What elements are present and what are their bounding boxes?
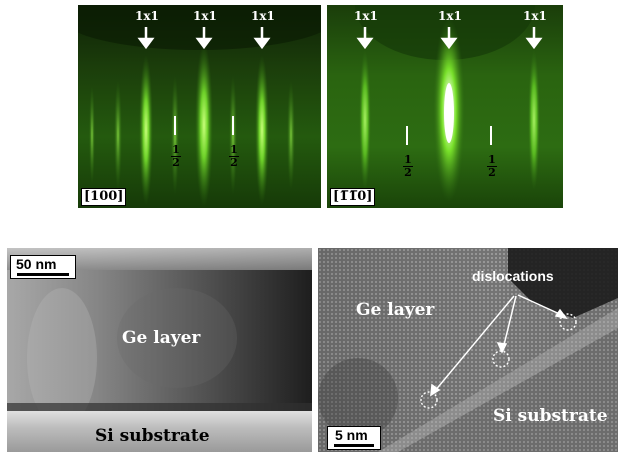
rheed-arrow-label: 1x1 [251, 9, 275, 23]
scale-bar-label: 5 nm [335, 427, 368, 443]
half-order-fraction: 1 2 [403, 153, 413, 179]
rheed-streak [287, 80, 295, 190]
rheed-arrow-label: 1x1 [193, 9, 217, 23]
rheed-arrow-label: 1x1 [354, 9, 378, 23]
si-substrate-label: Si substrate [95, 426, 210, 446]
rheed-panel-100: 1x1 1x1 1x1 1 2 1 2 [100] [78, 5, 321, 208]
half-order-fraction: 1 2 [171, 143, 181, 169]
rheed-streak [89, 85, 95, 185]
rheed-pattern-100 [78, 5, 321, 208]
rheed-streak [359, 50, 371, 190]
tem-panel-low-mag: 50 nm Ge layer Si substrate [7, 248, 312, 452]
rheed-pattern-1-10 [327, 5, 563, 208]
scale-bar-label: 50 nm [16, 256, 57, 272]
tem-image-high-res [318, 248, 618, 452]
rheed-streak [139, 55, 153, 205]
rheed-arrow-label: 1x1 [523, 9, 547, 23]
ge-layer-label: Ge layer [122, 328, 201, 348]
rheed-streak [255, 55, 269, 205]
half-order-fraction: 1 2 [487, 153, 497, 179]
si-substrate-label: Si substrate [493, 406, 608, 426]
rheed-streak [444, 83, 454, 143]
rheed-panel-1-10: 1x1 1x1 1x1 1 2 1 2 [1̅1̅0] [327, 5, 563, 208]
half-order-marker [406, 126, 492, 145]
rheed-arrow-label: 1x1 [438, 9, 462, 23]
ge-layer-label: Ge layer [356, 300, 435, 320]
tem-image-low-mag [7, 248, 312, 452]
rheed-streak [528, 50, 540, 190]
rheed-arrow-label: 1x1 [135, 9, 159, 23]
rheed-streak [195, 43, 213, 207]
tem-panel-high-res: dislocations Ge layer Si substrate 5 nm [318, 248, 618, 452]
scale-bar-line [334, 444, 374, 447]
scale-bar: 5 nm [327, 426, 381, 450]
scale-bar-line [17, 273, 69, 276]
scale-bar: 50 nm [10, 255, 76, 279]
crystal-direction-label: [100] [81, 188, 127, 206]
down-arrow-icon [356, 27, 543, 50]
annotation-arrow-icon [430, 294, 568, 397]
half-order-fraction: 1 2 [229, 143, 239, 169]
dislocations-label: dislocations [472, 268, 554, 284]
rheed-streak [114, 80, 122, 190]
half-order-marker [174, 116, 234, 135]
dislocation-marker [420, 313, 577, 409]
down-arrow-icon [137, 27, 271, 50]
crystal-direction-label: [1̅1̅0] [330, 188, 376, 206]
